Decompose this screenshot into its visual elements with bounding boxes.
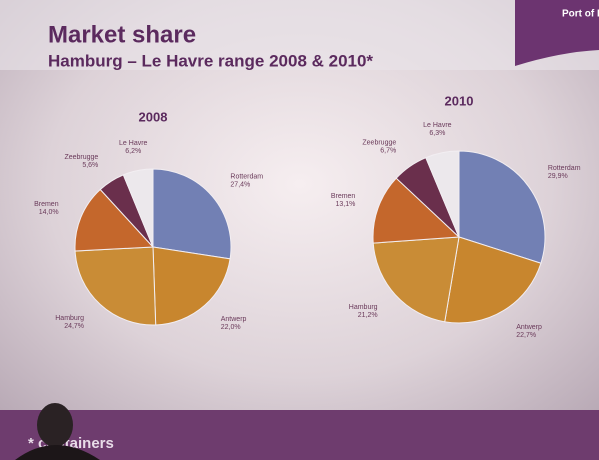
slice-label: Hamburg (55, 315, 84, 322)
slide-title: Market share (48, 21, 196, 48)
pie-title: 2010 (445, 93, 474, 108)
pie-slice (372, 177, 461, 244)
slice-label: Zeebrugge (362, 139, 396, 146)
logo-shape (515, 0, 599, 66)
slice-label: Antwerp (221, 316, 247, 323)
slice-label: Le Havre (119, 140, 148, 147)
slice-value-label: 13,1% (335, 201, 355, 208)
slice-value-label: 14,0% (39, 209, 59, 216)
slice-label: Rotterdam (230, 173, 263, 180)
slice-label: Zeebrugge (64, 154, 98, 161)
slice-value-label: 21,2% (358, 312, 378, 319)
slice-value-label: 24,7% (64, 323, 84, 330)
pie-slice (74, 246, 157, 326)
presenter (15, 403, 100, 460)
pie-slice (444, 236, 542, 324)
slice-value-label: 6,2% (125, 148, 141, 155)
slice-label: Bremen (34, 201, 59, 208)
slice-value-label: 5,6% (82, 162, 98, 169)
slice-label: Le Havre (423, 122, 452, 129)
pie-slice (122, 168, 154, 248)
slice-label: Bremen (331, 193, 356, 200)
slice-value-label: 6,7% (380, 147, 396, 154)
pie-slice (372, 236, 460, 323)
slice-label: Rotterdam (548, 165, 581, 172)
slice-label: Hamburg (349, 304, 378, 311)
pie-title: 2008 (139, 109, 168, 124)
pie-slice (458, 150, 546, 264)
pie-slice (152, 246, 231, 326)
pie-slice (425, 150, 460, 238)
slice-label: Antwerp (516, 324, 542, 331)
slice-value-label: 27,4% (230, 181, 250, 188)
slice-value-label: 22,0% (221, 324, 241, 331)
slide-subtitle: Hamburg – Le Havre range 2008 & 2010* (48, 51, 373, 70)
slice-value-label: 29,9% (548, 173, 568, 180)
header-band (0, 0, 599, 70)
slice-value-label: 22,7% (516, 332, 536, 339)
pie-slice (152, 168, 232, 260)
pie-slice (74, 188, 155, 252)
footer-band (0, 410, 599, 460)
logo-text: Port of Rotterdam (562, 9, 599, 20)
slice-value-label: 6,3% (429, 130, 445, 137)
